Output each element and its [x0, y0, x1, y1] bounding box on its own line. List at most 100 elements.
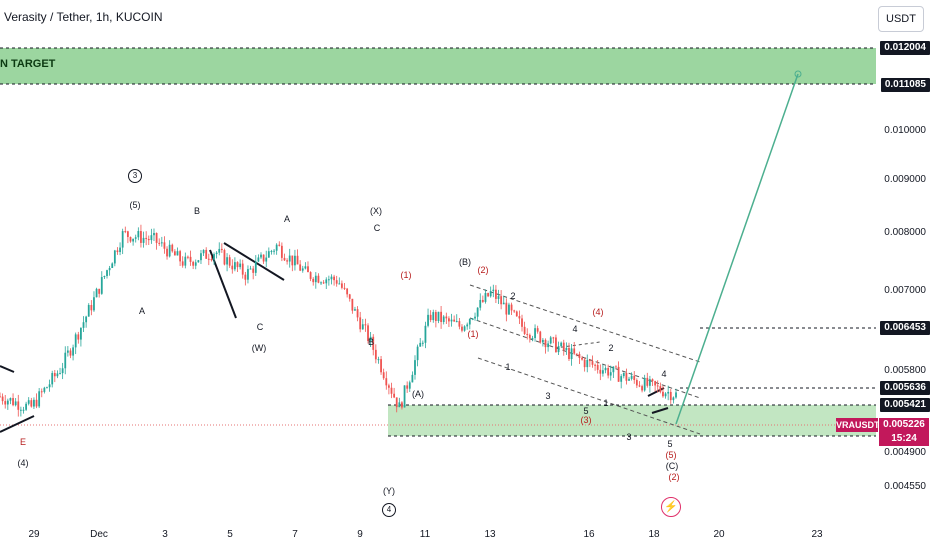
currency-button[interactable]: USDT [878, 6, 924, 32]
wave-label: 2 [608, 343, 614, 353]
x-tick-label: 9 [357, 529, 363, 540]
candle-body [343, 287, 346, 289]
candle-body [330, 276, 333, 280]
candle-body [547, 343, 550, 348]
trend-line-1 [223, 242, 285, 281]
candle-body [411, 374, 414, 383]
candle-body [526, 333, 529, 335]
candle-body [72, 347, 74, 356]
candle-body [189, 256, 192, 262]
candle-body [351, 298, 354, 311]
wave-label: (5) [129, 200, 141, 210]
candle-body [179, 251, 181, 262]
candle-body [638, 385, 641, 387]
candle-body [374, 349, 377, 360]
candle-body [200, 253, 202, 261]
candle-body [536, 328, 539, 332]
candle-body [495, 289, 497, 299]
candle-body [508, 304, 510, 315]
candle-body [628, 378, 630, 381]
projection-end [794, 70, 802, 78]
candle-body [278, 244, 281, 246]
trend-line-5 [651, 407, 669, 414]
candle-body [40, 391, 43, 393]
candle-body [257, 257, 260, 262]
candle-body [228, 257, 231, 266]
wave-label: (2) [668, 472, 680, 482]
candle-body [241, 263, 244, 275]
candle-body [646, 377, 649, 386]
candle-body [288, 255, 291, 262]
wave-label: 4 [572, 324, 578, 334]
candle-body [202, 249, 205, 254]
candle-body [341, 283, 343, 288]
candle-body [544, 339, 547, 348]
candle-body [215, 252, 218, 255]
candle-body [620, 376, 623, 382]
candle-body [586, 359, 589, 368]
wave-label: E [19, 437, 27, 447]
candle-body [489, 291, 492, 297]
candle-body [515, 311, 518, 317]
wave-label: (X) [370, 206, 382, 216]
candle-body [364, 324, 367, 326]
candle-body [427, 314, 429, 326]
candle-body [654, 381, 657, 386]
candle-body [419, 342, 422, 347]
price-tag-11085: 0.011085 [880, 78, 930, 92]
candle-body [549, 337, 552, 344]
wave-label: 1 [505, 362, 511, 372]
flash-icon[interactable]: ⚡ [661, 497, 681, 517]
wave-label: (Y) [383, 486, 395, 496]
candle-body [205, 249, 208, 259]
wave-label: B [367, 337, 375, 347]
wave-label: (W) [251, 343, 267, 353]
candle-body [434, 312, 437, 321]
x-tick-label: 5 [227, 529, 233, 540]
chart-title: Verasity / Tether, 1h, KUCOIN [4, 10, 163, 24]
candle-body [82, 322, 85, 328]
candle-body [220, 248, 223, 251]
candle-body [155, 232, 158, 243]
candle-body [346, 288, 349, 295]
candle-body [142, 237, 145, 243]
x-tick-label: 7 [292, 529, 298, 540]
candle-body [609, 372, 612, 376]
candle-body [450, 319, 453, 322]
candle-body [286, 260, 289, 262]
candle-body [672, 397, 675, 401]
x-tick-label: 11 [419, 529, 431, 540]
candle-body [22, 409, 25, 411]
candle-body [184, 256, 187, 266]
x-tick-label: 13 [484, 529, 496, 540]
trend-line-3 [0, 365, 15, 373]
projection-line [675, 73, 799, 425]
candle-body [622, 372, 625, 377]
candle-body [254, 261, 257, 273]
candle-body [594, 364, 596, 366]
candle-body [581, 357, 583, 360]
candle-body [304, 266, 307, 269]
wave-label: 1 [603, 398, 609, 408]
candle-body [369, 336, 372, 341]
y-tick-label: 0.005800 [884, 365, 926, 376]
candle-body [354, 309, 356, 311]
candle-body [145, 237, 148, 239]
candle-body [95, 288, 98, 298]
candle-body [361, 324, 364, 330]
candle-body [113, 250, 116, 264]
candle-body [35, 399, 38, 407]
trend-line-4 [0, 415, 35, 433]
candle-body [231, 265, 234, 270]
candle-body [448, 318, 450, 322]
wave-label: 5 [583, 406, 589, 416]
candle-body [534, 328, 536, 339]
candle-body [583, 359, 586, 368]
candle-body [570, 348, 573, 360]
candle-body [557, 346, 560, 353]
price-tag-5636: 0.005636 [880, 381, 930, 395]
candle-body [555, 337, 557, 353]
x-tick-label: Dec [90, 529, 108, 540]
candle-body [560, 342, 563, 347]
